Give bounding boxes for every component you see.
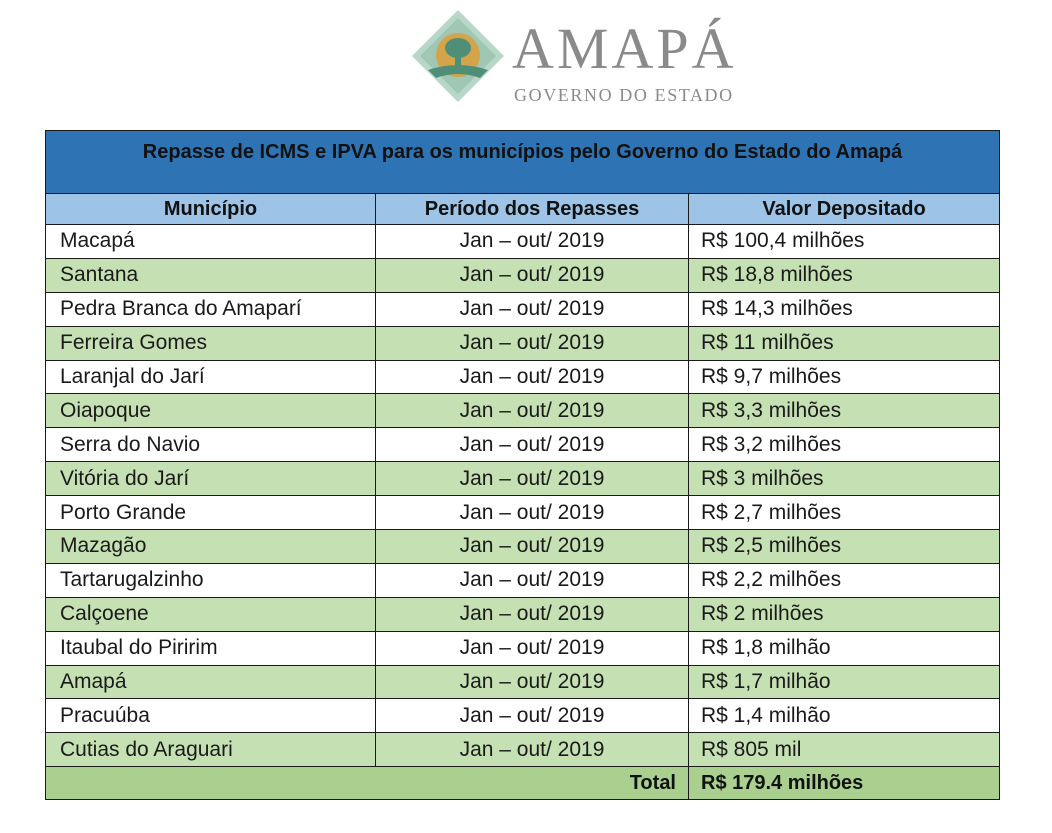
municipio-cell: Pedra Branca do Amaparí: [45, 291, 376, 327]
periodo-cell: Jan – out/ 2019: [375, 393, 689, 429]
valor-cell: R$ 2,2 milhões: [687, 562, 1001, 598]
municipio-cell: Porto Grande: [45, 495, 376, 531]
header-municipio: Município: [45, 193, 376, 225]
logo-subtitle: GOVERNO DO ESTADO: [514, 85, 734, 105]
valor-cell: R$ 14,3 milhões: [687, 291, 1001, 327]
municipio-cell: Mazagão: [45, 529, 376, 564]
table-row: Laranjal do Jarí Jan – out/ 2019 R$ 9,7 mi…: [45, 359, 1001, 395]
valor-cell: R$ 18,8 milhões: [687, 257, 1001, 293]
total-label: Total: [45, 766, 689, 801]
table-row: Amapá Jan – out/ 2019 R$ 1,7 milhão: [45, 664, 1001, 700]
municipio-cell: Ferreira Gomes: [45, 325, 376, 361]
valor-cell: R$ 9,7 milhões: [687, 359, 1001, 395]
periodo-cell: Jan – out/ 2019: [375, 257, 689, 293]
periodo-cell: Jan – out/ 2019: [375, 562, 689, 598]
municipio-cell: Cutias do Araguari: [45, 732, 376, 768]
valor-cell: R$ 100,4 milhões: [687, 224, 1001, 259]
municipio-cell: Vitória do Jarí: [45, 461, 376, 497]
total-value: R$ 179.4 milhões: [687, 766, 1001, 801]
periodo-cell: Jan – out/ 2019: [375, 359, 689, 395]
table-row: Calçoene Jan – out/ 2019 R$ 2 milhões: [45, 596, 1001, 632]
table-row: Pedra Branca do Amaparí Jan – out/ 2019 R$…: [45, 291, 1001, 327]
municipio-cell: Laranjal do Jarí: [45, 359, 376, 395]
amapa-logo: AMAPÁ GOVERNO DO ESTADO: [408, 8, 748, 108]
municipio-cell: Serra do Navio: [45, 427, 376, 463]
valor-cell: R$ 3,3 milhões: [687, 393, 1001, 429]
table-row: Oiapoque Jan – out/ 2019 R$ 3,3 milhões: [45, 393, 1001, 429]
header-periodo: Período dos Repasses: [375, 193, 689, 225]
municipio-cell: Oiapoque: [45, 393, 376, 429]
repasse-table: Repasse de ICMS e IPVA para os município…: [44, 130, 1001, 801]
periodo-cell: Jan – out/ 2019: [375, 698, 689, 734]
table-title: Repasse de ICMS e IPVA para os município…: [44, 130, 1001, 194]
municipio-cell: Pracuúba: [45, 698, 376, 734]
periodo-cell: Jan – out/ 2019: [375, 596, 689, 632]
table-row: Tartarugalzinho Jan – out/ 2019 R$ 2,2 mil…: [45, 562, 1001, 598]
municipio-cell: Amapá: [45, 664, 376, 700]
periodo-cell: Jan – out/ 2019: [375, 291, 689, 327]
table-row: Ferreira Gomes Jan – out/ 2019 R$ 11 milhõ…: [45, 325, 1001, 361]
valor-cell: R$ 3,2 milhões: [687, 427, 1001, 463]
municipio-cell: Calçoene: [45, 596, 376, 632]
valor-cell: R$ 2,7 milhões: [687, 495, 1001, 531]
table-row: Macapá Jan – out/ 2019 R$ 100,4 milhões: [45, 224, 1001, 259]
municipio-cell: Tartarugalzinho: [45, 562, 376, 598]
table-row: Mazagão Jan – out/ 2019 R$ 2,5 milhões: [45, 529, 1001, 564]
valor-cell: R$ 1,7 milhão: [687, 664, 1001, 700]
periodo-cell: Jan – out/ 2019: [375, 495, 689, 531]
periodo-cell: Jan – out/ 2019: [375, 461, 689, 497]
valor-cell: R$ 2 milhões: [687, 596, 1001, 632]
amapa-emblem-icon: [412, 10, 504, 102]
table-body: Macapá Jan – out/ 2019 R$ 100,4 milhões San…: [45, 224, 1001, 768]
table-row: Porto Grande Jan – out/ 2019 R$ 2,7 milhõe…: [45, 495, 1001, 531]
table-row: Itaubal do Piririm Jan – out/ 2019 R$ 1,8 …: [45, 630, 1001, 666]
municipio-cell: Santana: [45, 257, 376, 293]
periodo-cell: Jan – out/ 2019: [375, 664, 689, 700]
valor-cell: R$ 1,8 milhão: [687, 630, 1001, 666]
municipio-cell: Itaubal do Piririm: [45, 630, 376, 666]
valor-cell: R$ 3 milhões: [687, 461, 1001, 497]
valor-cell: R$ 805 mil: [687, 732, 1001, 768]
periodo-cell: Jan – out/ 2019: [375, 732, 689, 768]
valor-cell: R$ 11 milhões: [687, 325, 1001, 361]
table-row: Serra do Navio Jan – out/ 2019 R$ 3,2 milh…: [45, 427, 1001, 463]
periodo-cell: Jan – out/ 2019: [375, 224, 689, 259]
table-row: Pracuúba Jan – out/ 2019 R$ 1,4 milhão: [45, 698, 1001, 734]
logo-title: AMAPÁ: [512, 16, 737, 81]
table-row: Santana Jan – out/ 2019 R$ 18,8 milhões: [45, 257, 1001, 293]
periodo-cell: Jan – out/ 2019: [375, 630, 689, 666]
municipio-cell: Macapá: [45, 224, 376, 259]
header-valor: Valor Depositado: [687, 193, 1001, 225]
periodo-cell: Jan – out/ 2019: [375, 325, 689, 361]
valor-cell: R$ 1,4 milhão: [687, 698, 1001, 734]
periodo-cell: Jan – out/ 2019: [375, 529, 689, 564]
periodo-cell: Jan – out/ 2019: [375, 427, 689, 463]
valor-cell: R$ 2,5 milhões: [687, 529, 1001, 564]
table-row: Vitória do Jarí Jan – out/ 2019 R$ 3 milhõ…: [45, 461, 1001, 497]
table-row: Cutias do Araguari Jan – out/ 2019 R$ 805 …: [45, 732, 1001, 768]
